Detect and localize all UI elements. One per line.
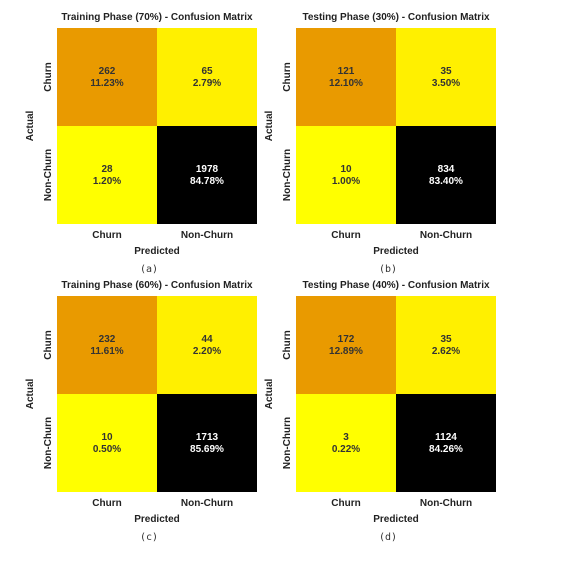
cm-cell-count: 35 [440,334,452,345]
cm-cell-percent: 84.78% [190,176,224,187]
x-tick-label: Churn [92,498,121,509]
y-tick-label: Non-Churn [43,417,54,469]
cm-cell-percent: 84.26% [429,444,463,455]
cm-cell-count: 1978 [196,164,219,175]
cm-cell [296,126,396,224]
cm-cell-count: 262 [99,66,116,77]
cm-cell [296,28,396,126]
x-axis-label: Predicted [134,246,180,257]
cm-cell [57,296,157,394]
y-tick-label: Non-Churn [43,149,54,201]
x-axis-label: Predicted [373,246,419,257]
panel-caption: (c) [140,532,158,543]
cm-cell-percent: 12.89% [329,346,363,357]
y-axis-label: Actual [264,110,275,141]
cm-cell-percent: 11.61% [90,346,123,357]
cm-cell-percent: 1.00% [332,176,360,187]
cm-cell-percent: 12.10% [329,78,363,89]
cm-cell [396,296,496,394]
cm-title: Testing Phase (30%) - Confusion Matrix [302,12,489,23]
y-axis-label: Actual [25,378,36,409]
cm-cell-count: 834 [438,164,455,175]
x-tick-label: Non-Churn [181,498,233,509]
cm-cell [57,394,157,492]
x-tick-label: Non-Churn [181,230,233,241]
y-tick-label: Churn [43,62,54,91]
cm-cell [396,126,496,224]
cm-cell [157,28,257,126]
x-tick-label: Churn [331,230,360,241]
cm-cell-count: 1124 [435,432,457,443]
cm-cell [157,394,257,492]
cm-cell-count: 65 [201,66,213,77]
cm-cell-percent: 0.22% [332,444,360,455]
cm-cell-percent: 83.40% [429,176,463,187]
cm-cell-percent: 11.23% [90,78,123,89]
cm-title: Training Phase (70%) - Confusion Matrix [61,12,253,23]
cm-cell [396,394,496,492]
panel-caption: (b) [379,264,397,275]
cm-cell-count: 44 [201,334,213,345]
cm-cell-count: 35 [440,66,452,77]
cm-cell [296,394,396,492]
x-tick-label: Churn [92,230,121,241]
cm-cell [296,296,396,394]
cm-cell [57,28,157,126]
x-axis-label: Predicted [134,514,180,525]
cm-cell-count: 3 [343,432,349,443]
cm-cell-count: 1713 [196,432,219,443]
y-tick-label: Churn [282,330,293,359]
y-tick-label: Churn [282,62,293,91]
y-tick-label: Non-Churn [282,417,293,469]
cm-title: Testing Phase (40%) - Confusion Matrix [302,280,489,291]
cm-cell-percent: 2.20% [193,346,221,357]
cm-cell-percent: 1.20% [93,176,121,187]
cm-cell-percent: 0.50% [93,444,121,455]
y-tick-label: Churn [43,330,54,359]
cm-cell-count: 232 [99,334,116,345]
cm-cell-count: 121 [338,66,355,77]
x-axis-label: Predicted [373,514,419,525]
cm-cell-count: 10 [340,164,352,175]
x-tick-label: Non-Churn [420,498,472,509]
cm-cell [57,126,157,224]
cm-title: Training Phase (60%) - Confusion Matrix [61,280,253,291]
cm-cell [157,296,257,394]
panel-caption: (a) [140,264,158,275]
cm-cell-percent: 3.50% [432,78,460,89]
cm-cell [157,126,257,224]
panel-caption: (d) [379,532,397,543]
y-axis-label: Actual [264,378,275,409]
cm-cell-count: 28 [101,164,113,175]
cm-cell [396,28,496,126]
cm-cell-count: 172 [338,334,355,345]
cm-cell-percent: 2.62% [432,346,460,357]
cm-cell-percent: 2.79% [193,78,221,89]
x-tick-label: Non-Churn [420,230,472,241]
x-tick-label: Churn [331,498,360,509]
y-axis-label: Actual [25,110,36,141]
cm-cell-count: 10 [101,432,113,443]
cm-cell-percent: 85.69% [190,444,224,455]
y-tick-label: Non-Churn [282,149,293,201]
